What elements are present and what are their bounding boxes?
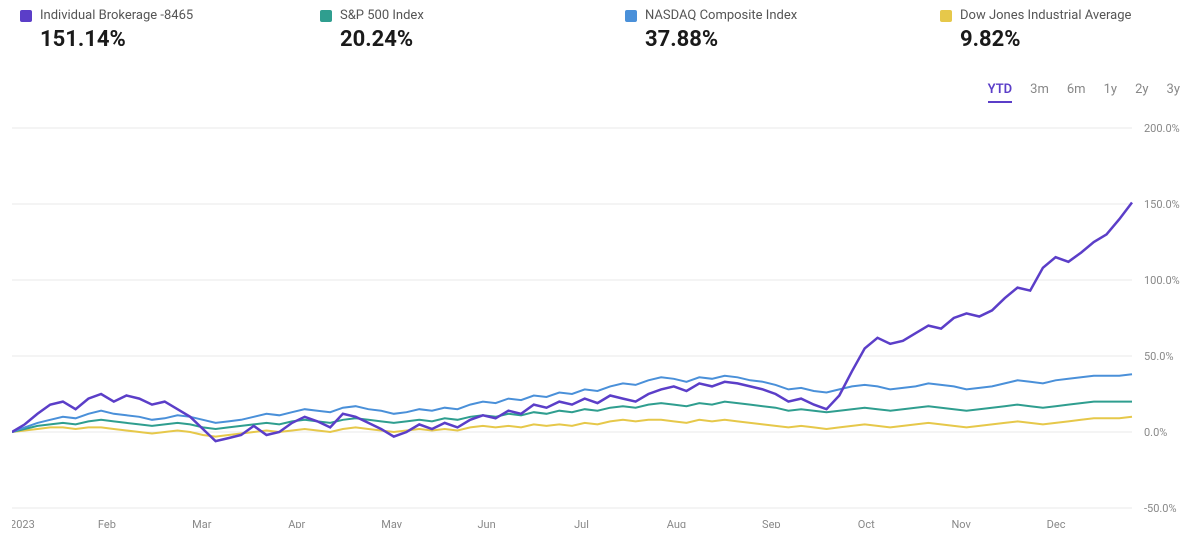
- x-axis-tick-label: Aug: [667, 518, 686, 528]
- performance-chart: -50.0% 0.0% 50.0% 100.0% 150.0% 200.0% Jan 202…: [12, 118, 1188, 528]
- y-axis-tick-label: 100.0%: [1144, 274, 1180, 287]
- legend-label: NASDAQ Composite Index: [645, 8, 797, 23]
- range-1y[interactable]: 1y: [1104, 82, 1117, 103]
- x-axis-tick-label: Oct: [858, 518, 875, 528]
- legend-swatch: [20, 10, 32, 22]
- x-axis-tick-label: Jan 2023: [12, 518, 35, 528]
- y-axis-tick-label: -50.0%: [1144, 502, 1177, 515]
- legend-item[interactable]: Dow Jones Industrial Average 9.82%: [940, 8, 1131, 52]
- legend-item[interactable]: S&P 500 Index 20.24%: [320, 8, 424, 52]
- time-range-selector: YTD 3m 6m 1y 2y 3y: [988, 82, 1180, 103]
- legend-label: S&P 500 Index: [340, 8, 424, 23]
- legend-value: 151.14%: [20, 27, 193, 52]
- legend-item[interactable]: NASDAQ Composite Index 37.88%: [625, 8, 797, 52]
- legend-swatch: [320, 10, 332, 22]
- legend-label: Dow Jones Industrial Average: [960, 8, 1131, 23]
- range-6m[interactable]: 6m: [1067, 82, 1086, 103]
- range-2y[interactable]: 2y: [1135, 82, 1148, 103]
- x-axis-tick-label: Jun: [477, 518, 495, 528]
- legend-swatch: [940, 10, 952, 22]
- series-line: [12, 417, 1132, 437]
- x-axis-tick-label: Sep: [762, 518, 781, 528]
- y-axis-tick-label: 50.0%: [1144, 350, 1174, 363]
- range-ytd[interactable]: YTD: [988, 82, 1013, 103]
- legend-value: 9.82%: [940, 27, 1131, 52]
- x-axis-tick-label: May: [381, 518, 403, 528]
- series-line: [12, 203, 1132, 442]
- legend-row: Individual Brokerage -8465151.14%S&P 500…: [0, 0, 1200, 8]
- x-axis-tick-label: Mar: [192, 518, 212, 528]
- x-axis-tick-label: Apr: [288, 518, 305, 528]
- x-axis-tick-label: Jul: [574, 518, 589, 528]
- legend-item[interactable]: Individual Brokerage -8465 151.14%: [20, 8, 193, 52]
- y-axis-tick-label: 150.0%: [1144, 198, 1180, 211]
- y-axis-tick-label: 0.0%: [1144, 426, 1167, 439]
- range-3y[interactable]: 3y: [1167, 82, 1180, 103]
- range-3m[interactable]: 3m: [1030, 82, 1049, 103]
- legend-value: 37.88%: [625, 27, 797, 52]
- x-axis-tick-label: Feb: [98, 518, 116, 528]
- y-axis-tick-label: 200.0%: [1144, 122, 1180, 135]
- legend-value: 20.24%: [320, 27, 424, 52]
- x-axis-tick-label: Dec: [1047, 518, 1066, 528]
- x-axis-tick-label: Nov: [951, 518, 971, 528]
- legend-label: Individual Brokerage -8465: [40, 8, 193, 23]
- legend-swatch: [625, 10, 637, 22]
